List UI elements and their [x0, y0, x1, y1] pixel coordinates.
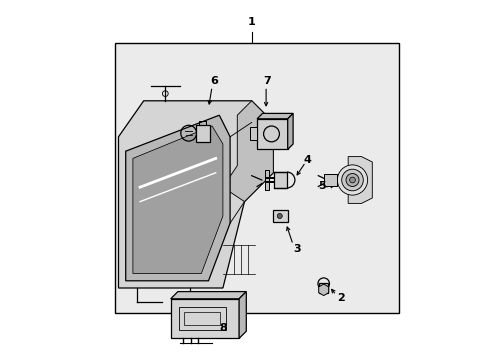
Bar: [323, 174, 337, 186]
Bar: [170, 299, 239, 338]
Circle shape: [277, 213, 282, 219]
Polygon shape: [170, 292, 246, 299]
Polygon shape: [287, 113, 292, 149]
Bar: [265, 170, 268, 190]
Circle shape: [349, 177, 355, 183]
Circle shape: [346, 174, 358, 186]
Polygon shape: [118, 101, 273, 288]
Polygon shape: [257, 113, 292, 119]
Text: 2: 2: [336, 293, 344, 303]
Polygon shape: [125, 115, 230, 281]
Bar: [179, 307, 225, 330]
Circle shape: [341, 169, 363, 191]
Polygon shape: [347, 157, 371, 203]
Bar: [249, 127, 257, 140]
Polygon shape: [257, 119, 287, 149]
Text: 3: 3: [293, 244, 301, 254]
Polygon shape: [133, 126, 223, 274]
Bar: [196, 125, 209, 142]
Circle shape: [337, 165, 367, 195]
Bar: [319, 283, 327, 293]
Bar: [183, 312, 220, 325]
Bar: [273, 172, 286, 188]
Text: 5: 5: [317, 181, 325, 191]
Polygon shape: [223, 101, 273, 202]
Text: 7: 7: [263, 76, 270, 86]
Text: 1: 1: [247, 17, 255, 27]
Text: 4: 4: [303, 155, 311, 165]
Text: 8: 8: [219, 323, 226, 333]
Bar: [115, 43, 399, 313]
Bar: [273, 210, 287, 222]
Text: 6: 6: [209, 76, 217, 86]
Polygon shape: [239, 292, 246, 338]
